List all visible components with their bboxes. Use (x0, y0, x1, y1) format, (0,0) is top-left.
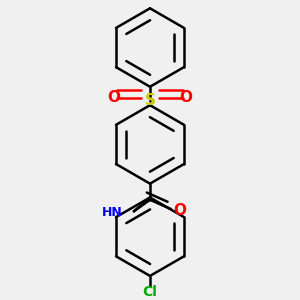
Text: O: O (173, 203, 187, 218)
Text: O: O (108, 90, 121, 105)
Text: S: S (145, 93, 155, 108)
Text: Cl: Cl (142, 285, 158, 299)
Text: O: O (179, 90, 192, 105)
Text: HN: HN (102, 206, 122, 219)
